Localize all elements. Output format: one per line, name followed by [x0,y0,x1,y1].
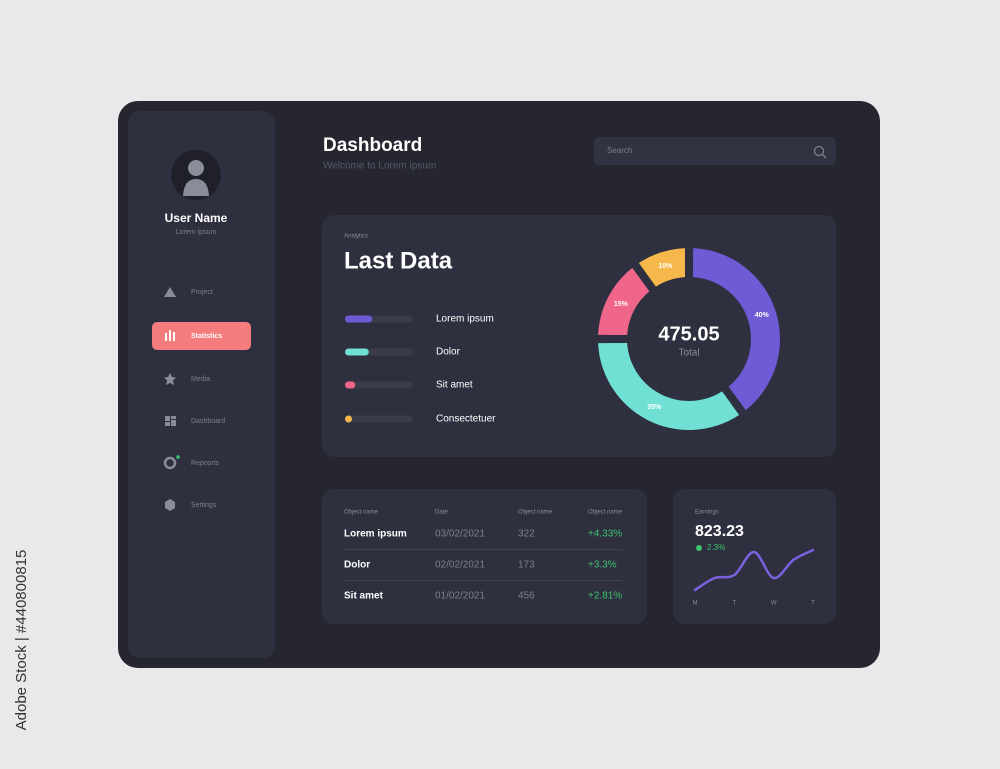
analytics-label: Analytics [344,234,368,240]
table-cell[interactable]: Sit amet [344,591,384,602]
earnings-title: Earnings [695,510,719,516]
nav-item[interactable]: Settings [191,502,217,509]
legend-track [345,381,413,389]
nav-item[interactable]: Project [191,289,213,296]
icon-dashboard [165,416,176,426]
page-subtitle: Welcome to Lorem ipsum [323,161,436,172]
user-role: Lorem ipsum [176,229,217,236]
table-header: Object name [588,510,623,516]
table-cell: +2.81% [588,591,622,602]
table-cell: 01/02/2021 [435,591,485,602]
donut-segment [598,343,740,430]
avatar-head [188,160,204,176]
donut-label: 35% [647,404,662,411]
table-cell: 173 [518,560,535,571]
donut-label: 10% [658,263,673,270]
icon-reports [163,456,177,470]
legend-bar [345,348,369,356]
donut-label: 40% [755,312,770,319]
legend-bar [345,315,373,323]
table: Object name Date Object name Object name Lor… [344,510,623,602]
donut-label: 15% [614,301,629,308]
legend-bar [345,415,352,423]
table-cell: 02/02/2021 [435,560,485,571]
icon-settings [165,499,175,511]
earnings-change: 2.3% [707,543,725,552]
donut-chart: Lorem ipsum Dolor Sit amet Consectetuer 40% 3… [345,248,781,430]
nav: Project Statistics Media Dashboard Reposrts S… [152,289,251,509]
legend-label: Lorem ipsum [436,314,494,325]
nav-item[interactable]: Dashboard [191,418,225,425]
search-icon-handle [822,154,827,159]
donut-segment [598,267,650,335]
table-header: Object name [518,510,553,516]
x-tick-label: T [811,601,815,607]
table-cell[interactable]: Dolor [344,560,370,571]
x-tick-label: T [732,601,736,607]
legend-label: Dolor [436,347,461,358]
icon-project [164,287,176,297]
earnings-line [693,548,815,592]
table-panel [322,489,647,624]
legend-bar [345,381,356,389]
sidebar [128,111,275,658]
page-title: Dashboard [323,135,422,156]
nav-item[interactable]: Reposrts [191,460,220,467]
table-cell: +3.3% [588,560,617,571]
watermark: Adobe Stock | #440800815 [13,550,30,731]
x-tick-label: W [771,601,777,607]
avatar-body [183,179,209,196]
user-name: User Name [165,211,228,225]
analytics-title: Last Data [344,247,453,274]
legend-label: Consectetuer [436,414,496,425]
icon-statistics [165,330,175,341]
donut-total-label: Total [678,348,699,359]
icon-reports-dot [176,455,180,459]
nav-item[interactable]: Statistics [191,333,222,340]
donut-total: 475.05 [658,323,719,345]
table-cell: +4.33% [588,529,622,540]
earnings-value: 823.23 [695,523,744,540]
search-box[interactable] [594,137,836,165]
legend-track [345,415,413,423]
earnings-chart: Earnings 823.23 2.3% M T W T [693,510,816,607]
nav-icons [163,287,180,511]
donut-segment [638,248,685,287]
search-icon[interactable] [813,145,825,157]
change-dot [696,545,702,551]
donut-segment [693,248,781,411]
table-cell[interactable]: Lorem ipsum [344,529,407,540]
earnings-panel [673,489,836,624]
table-header: Object name [344,510,379,516]
table-cell: 322 [518,529,535,540]
table-header: Date [435,510,448,516]
table-cell: 03/02/2021 [435,529,485,540]
table-cell: 456 [518,591,535,602]
search-placeholder: Search [607,146,632,155]
nav-item[interactable]: Media [191,376,210,383]
icon-media [164,373,176,385]
nav-active[interactable] [152,322,251,350]
legend-label: Sit amet [436,380,473,391]
x-tick-label: M [693,601,698,607]
